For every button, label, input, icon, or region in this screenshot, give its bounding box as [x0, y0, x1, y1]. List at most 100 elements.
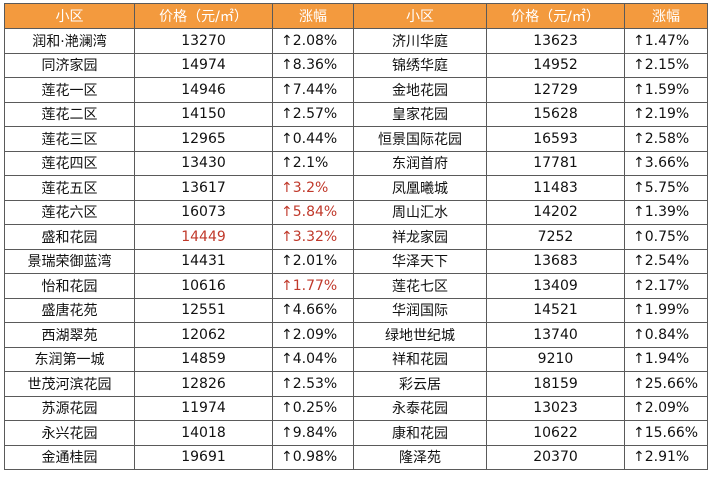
community-cell: 莲花五区 — [4, 175, 135, 201]
community-cell-2: 绿地世纪城 — [353, 322, 487, 348]
price-cell-2: 14952 — [486, 52, 625, 78]
price-cell: 13430 — [134, 150, 273, 176]
rise-cell-2: ↑0.84% — [624, 322, 708, 348]
table-row: 莲花六区 16073 ↑5.84% 周山汇水 14202 ↑1.39% — [4, 199, 708, 225]
price-cell-2: 10622 — [486, 420, 625, 446]
community-cell: 润和·滟澜湾 — [4, 28, 135, 54]
table-row: 同济家园 14974 ↑8.36% 锦绣华庭 14952 ↑2.15% — [4, 52, 708, 78]
price-cell-2: 13623 — [486, 28, 625, 54]
table-row: 莲花一区 14946 ↑7.44% 金地花园 12729 ↑1.59% — [4, 77, 708, 103]
rise-cell-2: ↑2.17% — [624, 273, 708, 299]
community-cell-2: 祥龙家园 — [353, 224, 487, 250]
header-community: 小区 — [4, 3, 135, 29]
rise-cell: ↑8.36% — [272, 52, 354, 78]
community-cell-2: 康和花园 — [353, 420, 487, 446]
price-cell: 16073 — [134, 199, 273, 225]
price-cell-2: 16593 — [486, 126, 625, 152]
price-cell: 12965 — [134, 126, 273, 152]
community-cell-2: 金地花园 — [353, 77, 487, 103]
header-rise-2: 涨幅 — [624, 3, 708, 29]
table-row: 盛和花园 14449 ↑3.32% 祥龙家园 7252 ↑0.75% — [4, 224, 708, 250]
price-cell: 14946 — [134, 77, 273, 103]
community-cell: 怡和花园 — [4, 273, 135, 299]
rise-cell-2: ↑2.91% — [624, 444, 708, 470]
price-table: 小区 价格（元/㎡） 涨幅 小区 价格（元/㎡） 涨幅 润和·滟澜湾 13270 ↑… — [4, 3, 708, 470]
price-cell: 12062 — [134, 322, 273, 348]
price-cell-2: 12729 — [486, 77, 625, 103]
price-cell-2: 13683 — [486, 248, 625, 274]
table-row: 莲花二区 14150 ↑2.57% 皇家花园 15628 ↑2.19% — [4, 101, 708, 127]
price-cell: 12826 — [134, 371, 273, 397]
rise-cell: ↑5.84% — [272, 199, 354, 225]
table-row: 盛唐花苑 12551 ↑4.66% 华润国际 14521 ↑1.99% — [4, 297, 708, 323]
community-cell: 永兴花园 — [4, 420, 135, 446]
community-cell: 莲花三区 — [4, 126, 135, 152]
table-row: 景瑞荣御蓝湾 14431 ↑2.01% 华泽天下 13683 ↑2.54% — [4, 248, 708, 274]
rise-cell-2: ↑3.66% — [624, 150, 708, 176]
community-cell: 景瑞荣御蓝湾 — [4, 248, 135, 274]
price-table-container: 小区 价格（元/㎡） 涨幅 小区 价格（元/㎡） 涨幅 润和·滟澜湾 13270 ↑… — [4, 3, 708, 470]
price-cell: 11974 — [134, 395, 273, 421]
community-cell-2: 锦绣华庭 — [353, 52, 487, 78]
price-cell-2: 11483 — [486, 175, 625, 201]
price-cell-2: 13740 — [486, 322, 625, 348]
rise-cell: ↑3.32% — [272, 224, 354, 250]
rise-cell-2: ↑1.47% — [624, 28, 708, 54]
community-cell: 莲花二区 — [4, 101, 135, 127]
community-cell-2: 彩云居 — [353, 371, 487, 397]
community-cell: 盛和花园 — [4, 224, 135, 250]
table-body: 润和·滟澜湾 13270 ↑2.08% 济川华庭 13623 ↑1.47% 同济家园 1497… — [4, 28, 708, 470]
price-cell: 14449 — [134, 224, 273, 250]
community-cell: 莲花六区 — [4, 199, 135, 225]
rise-cell-2: ↑2.58% — [624, 126, 708, 152]
header-row: 小区 价格（元/㎡） 涨幅 小区 价格（元/㎡） 涨幅 — [4, 3, 708, 29]
table-header: 小区 价格（元/㎡） 涨幅 小区 价格（元/㎡） 涨幅 — [4, 3, 708, 29]
rise-cell: ↑2.01% — [272, 248, 354, 274]
rise-cell: ↑0.25% — [272, 395, 354, 421]
rise-cell: ↑2.57% — [272, 101, 354, 127]
rise-cell: ↑0.98% — [272, 444, 354, 470]
rise-cell: ↑2.53% — [272, 371, 354, 397]
community-cell: 莲花四区 — [4, 150, 135, 176]
table-row: 莲花四区 13430 ↑2.1% 东润首府 17781 ↑3.66% — [4, 150, 708, 176]
community-cell-2: 凤凰曦城 — [353, 175, 487, 201]
rise-cell-2: ↑2.09% — [624, 395, 708, 421]
table-row: 永兴花园 14018 ↑9.84% 康和花园 10622 ↑15.66% — [4, 420, 708, 446]
community-cell-2: 东润首府 — [353, 150, 487, 176]
table-row: 世茂河滨花园 12826 ↑2.53% 彩云居 18159 ↑25.66% — [4, 371, 708, 397]
community-cell-2: 永泰花园 — [353, 395, 487, 421]
price-cell: 10616 — [134, 273, 273, 299]
table-row: 金通桂园 19691 ↑0.98% 隆泽苑 20370 ↑2.91% — [4, 444, 708, 470]
community-cell: 盛唐花苑 — [4, 297, 135, 323]
rise-cell-2: ↑2.54% — [624, 248, 708, 274]
community-cell-2: 华润国际 — [353, 297, 487, 323]
rise-cell-2: ↑1.59% — [624, 77, 708, 103]
rise-cell: ↑2.08% — [272, 28, 354, 54]
table-row: 莲花三区 12965 ↑0.44% 恒景国际花园 16593 ↑2.58% — [4, 126, 708, 152]
table-row: 润和·滟澜湾 13270 ↑2.08% 济川华庭 13623 ↑1.47% — [4, 28, 708, 54]
rise-cell: ↑7.44% — [272, 77, 354, 103]
price-cell: 14431 — [134, 248, 273, 274]
table-row: 东润第一城 14859 ↑4.04% 祥和花园 9210 ↑1.94% — [4, 346, 708, 372]
community-cell: 世茂河滨花园 — [4, 371, 135, 397]
community-cell-2: 皇家花园 — [353, 101, 487, 127]
price-cell: 19691 — [134, 444, 273, 470]
table-row: 怡和花园 10616 ↑1.77% 莲花七区 13409 ↑2.17% — [4, 273, 708, 299]
price-cell: 14859 — [134, 346, 273, 372]
rise-cell: ↑3.2% — [272, 175, 354, 201]
community-cell-2: 莲花七区 — [353, 273, 487, 299]
price-cell-2: 9210 — [486, 346, 625, 372]
rise-cell: ↑4.04% — [272, 346, 354, 372]
rise-cell-2: ↑5.75% — [624, 175, 708, 201]
rise-cell-2: ↑1.99% — [624, 297, 708, 323]
community-cell-2: 隆泽苑 — [353, 444, 487, 470]
price-cell-2: 14521 — [486, 297, 625, 323]
price-cell: 13617 — [134, 175, 273, 201]
rise-cell: ↑9.84% — [272, 420, 354, 446]
rise-cell: ↑0.44% — [272, 126, 354, 152]
community-cell-2: 周山汇水 — [353, 199, 487, 225]
community-cell-2: 华泽天下 — [353, 248, 487, 274]
rise-cell-2: ↑1.39% — [624, 199, 708, 225]
header-rise: 涨幅 — [272, 3, 354, 29]
community-cell-2: 恒景国际花园 — [353, 126, 487, 152]
